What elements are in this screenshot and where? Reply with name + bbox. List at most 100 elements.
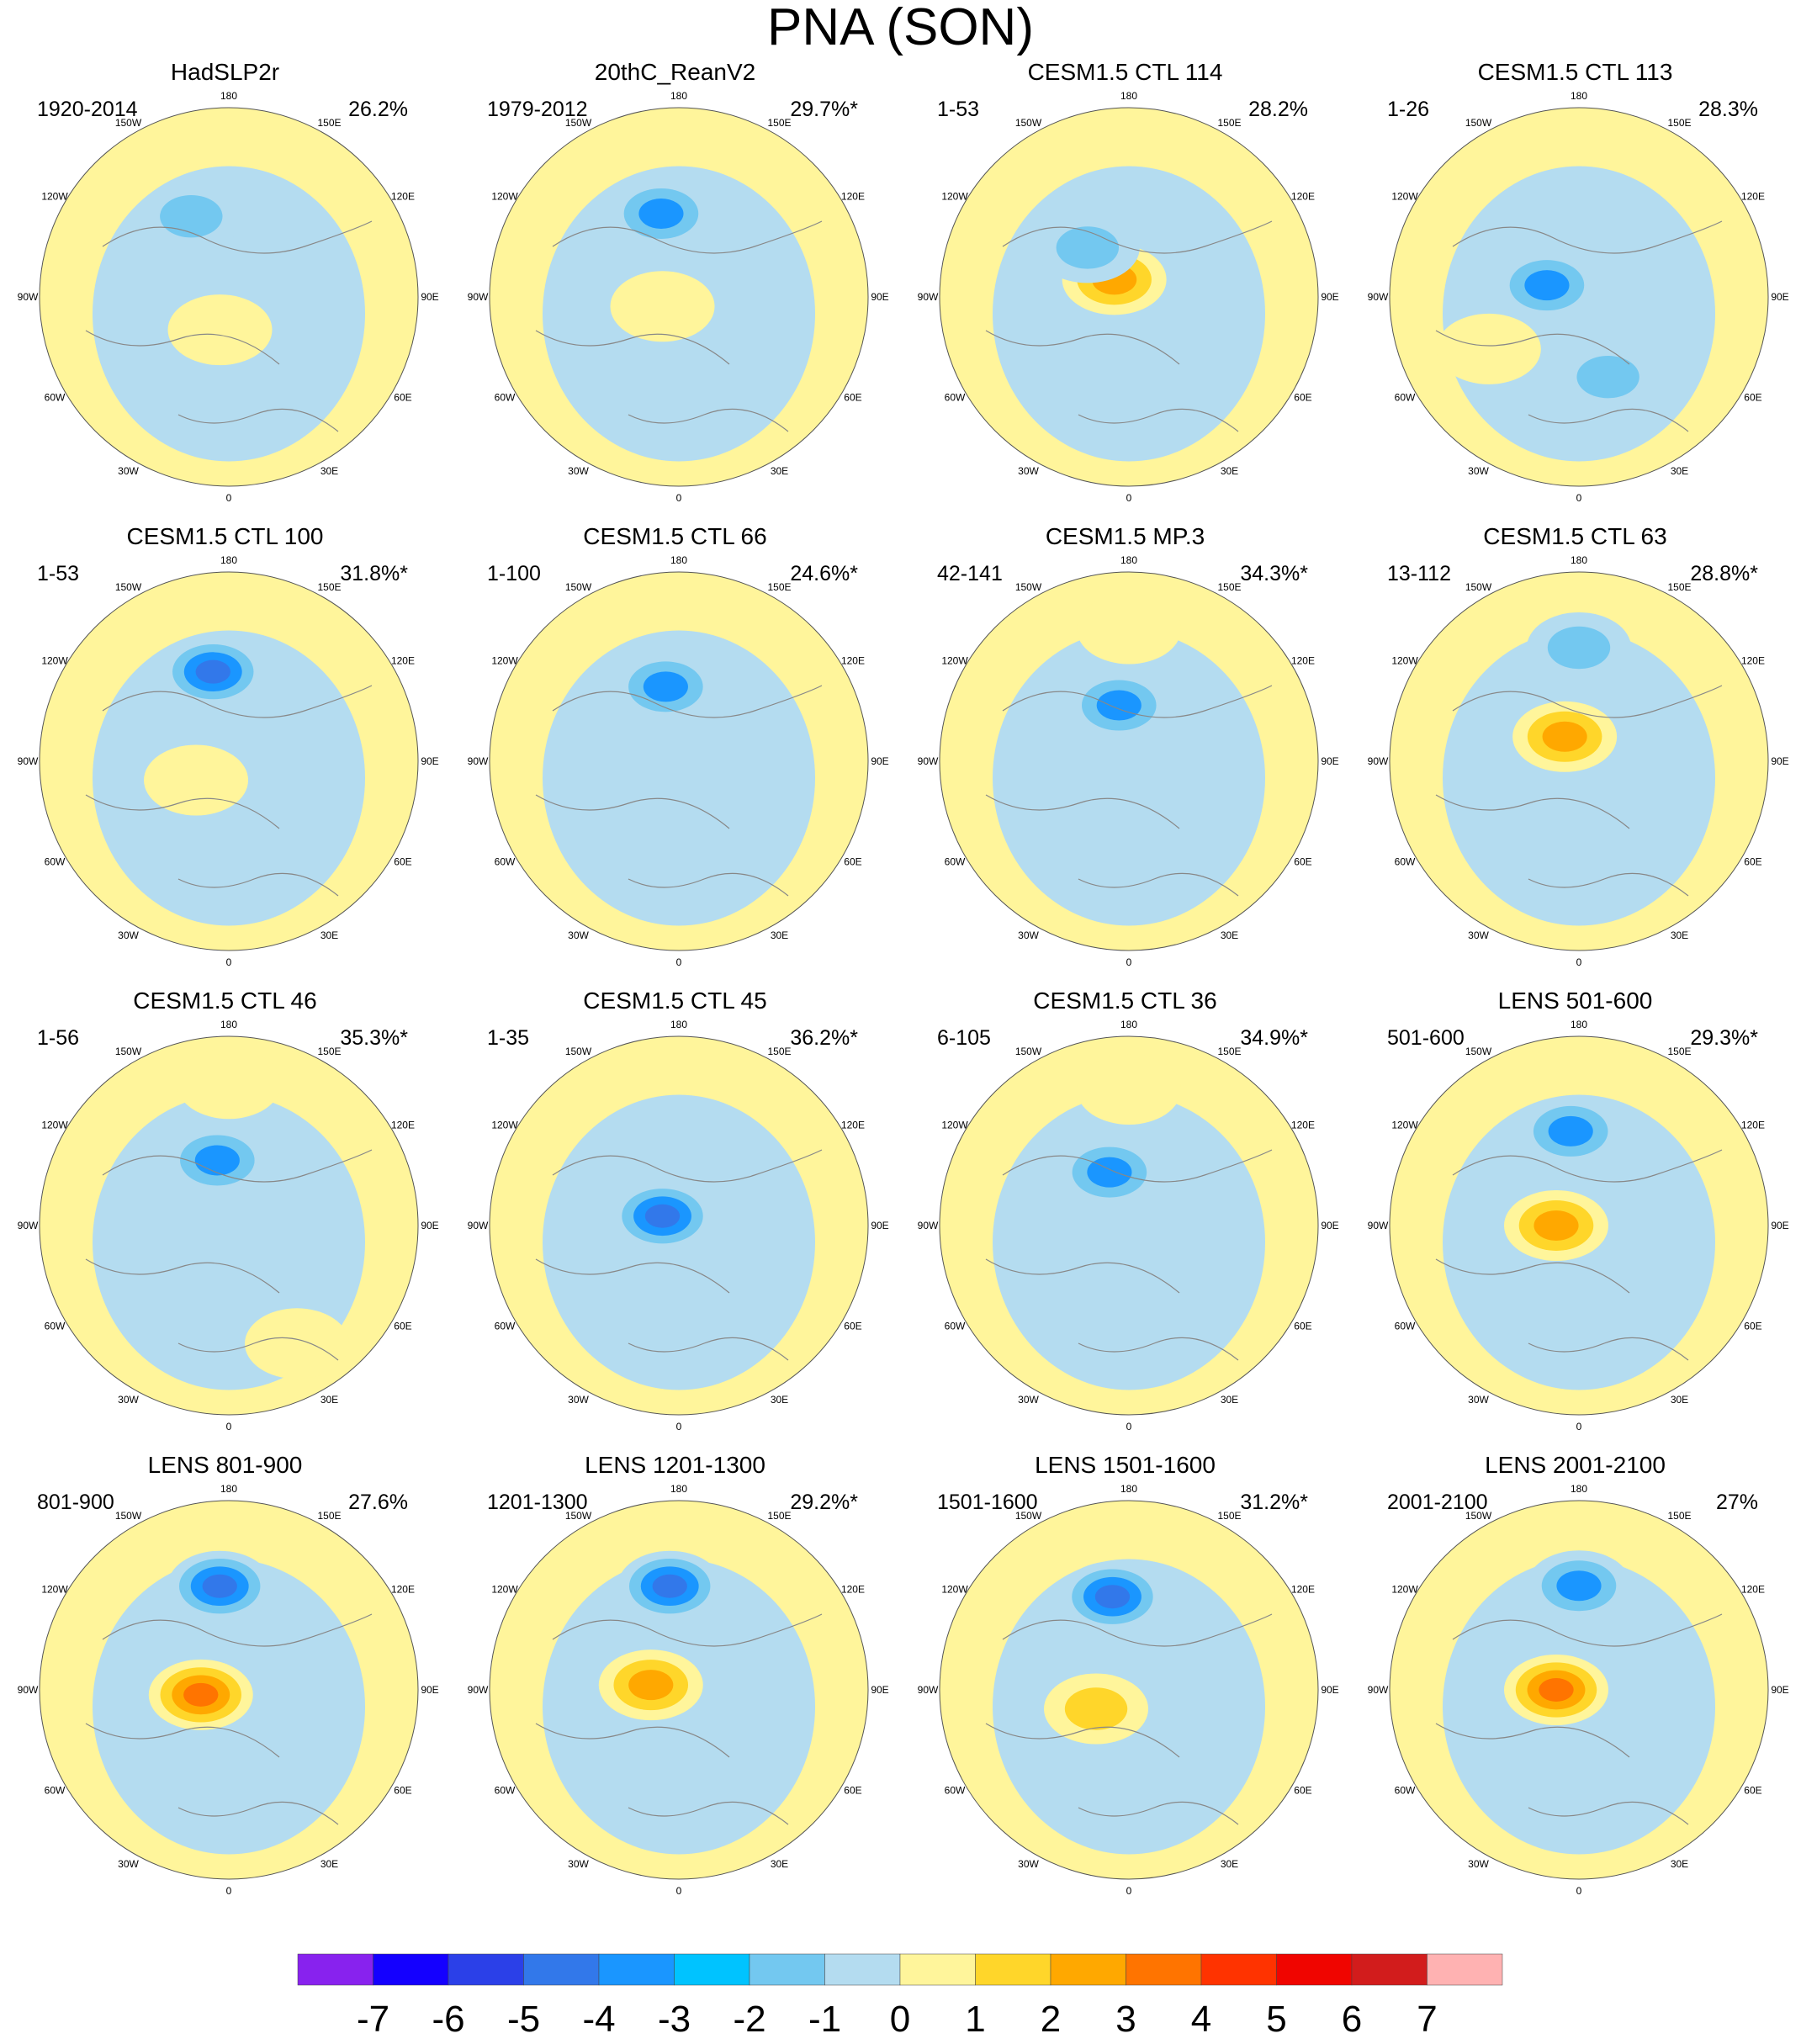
map-panel: CESM1.5 CTL 45 1-35 36.2%* 180 150E 120E 90E 60… [450,893,900,1432]
longitude-label: 150W [1465,1510,1492,1522]
longitude-label: 60W [45,1321,66,1332]
coastline [85,1149,373,1361]
longitude-label: 90E [871,291,888,303]
longitude-label: 180 [220,1483,237,1495]
longitude-label: 120W [41,191,68,203]
longitude-label: 0 [1126,492,1132,504]
colorbar-swatch [749,1953,825,1986]
coastline [1435,1613,1723,1825]
map-boundary [39,107,419,487]
panel-title: CESM1.5 CTL 113 [1477,59,1673,85]
panel-title: LENS 1201-1300 [585,1452,765,1478]
panel-explained-variance: 34.9%* [1240,1026,1308,1050]
map-boundary [489,107,869,487]
colorbar-swatch [523,1953,600,1986]
colorbar-swatch [1126,1953,1202,1986]
anomaly-contour [1542,721,1587,752]
panel-period: 2001-2100 [1387,1491,1488,1514]
polar-map: 180 150E 120E 90E 60E 30E 0 30W 60W 90W 120W 150W [18,1483,439,1897]
longitude-label: 120W [941,1120,968,1131]
map-boundary [39,571,419,951]
longitude-label: 60E [1294,856,1311,868]
longitude-label: 90W [1368,1684,1389,1696]
longitude-label: 90W [918,1220,939,1231]
longitude-label: 30W [568,1394,589,1406]
longitude-label: 150E [767,581,791,593]
main-title: PNA (SON) [767,0,1034,56]
longitude-label: 60W [945,1785,966,1797]
longitude-label: 90W [468,291,489,303]
map-boundary [939,1035,1319,1416]
longitude-label: 90W [18,1684,39,1696]
longitude-label: 120E [1291,655,1315,667]
longitude-label: 150E [1217,1510,1241,1522]
coastline [985,1149,1273,1361]
longitude-label: 0 [226,492,232,504]
colorbar-label: -4 [582,1999,615,2040]
longitude-label: 60E [1744,856,1761,868]
longitude-label: 150W [1015,581,1042,593]
colorbar-label: 7 [1417,1999,1437,2040]
coastline [535,1149,823,1361]
anomaly-contour [610,271,715,342]
longitude-label: 60W [495,392,516,404]
anomaly-contour [1436,313,1541,384]
longitude-label: 0 [676,492,682,504]
longitude-label: 30W [568,929,589,941]
anomaly-contour [1524,270,1570,301]
polar-map: 180 150E 120E 90E 60E 30E 0 30W 60W 90W 120W 150W [918,90,1339,504]
colorbar-swatch [1427,1953,1503,1986]
panel-title: CESM1.5 CTL 66 [583,523,767,549]
longitude-label: 60E [844,1785,861,1797]
polar-map: 180 150E 120E 90E 60E 30E 0 30W 60W 90W 120W 150W [1368,1483,1789,1897]
coastline [1435,685,1723,897]
panel-title: LENS 2001-2100 [1485,1452,1666,1478]
panel-explained-variance: 28.8%* [1690,562,1758,585]
panel-explained-variance: 24.6%* [790,562,858,585]
longitude-label: 120W [491,655,518,667]
polar-map: 180 150E 120E 90E 60E 30E 0 30W 60W 90W 120W 150W [18,554,439,968]
coastline [85,685,373,897]
longitude-label: 120W [1391,1584,1418,1596]
longitude-label: 60W [945,392,966,404]
longitude-label: 60W [945,1321,966,1332]
anomaly-contour [245,1308,349,1379]
longitude-label: 0 [1126,1885,1132,1897]
longitude-label: 120E [841,1120,865,1131]
longitude-label: 30W [1018,929,1039,941]
anomaly-field [993,630,1265,926]
longitude-label: 60W [1395,856,1416,868]
map-panel: LENS 1501-1600 1501-1600 31.2%* 180 150E 120E… [900,1358,1350,1897]
polar-map: 180 150E 120E 90E 60E 30E 0 30W 60W 90W 120W 150W [468,554,889,968]
longitude-label: 150E [767,117,791,129]
anomaly-contour [194,1145,240,1176]
map-panel: HadSLP2r 1920-2014 26.2% 180 150E 120E 90E 60E 3… [0,0,450,504]
longitude-label: 150W [115,1046,142,1057]
longitude-label: 60E [844,856,861,868]
longitude-label: 90W [1368,291,1389,303]
anomaly-contour [1056,226,1120,269]
polar-map: 180 150E 120E 90E 60E 30E 0 30W 60W 90W 120W 150W [918,1019,1339,1432]
longitude-label: 180 [670,554,687,566]
longitude-label: 150E [317,581,341,593]
longitude-label: 30W [1018,1858,1039,1870]
longitude-label: 120W [491,1120,518,1131]
longitude-label: 90E [421,755,438,767]
panel-title: LENS 1501-1600 [1035,1452,1216,1478]
longitude-label: 60W [45,1785,66,1797]
longitude-label: 120W [1391,655,1418,667]
longitude-label: 30W [118,465,139,477]
map-panel: CESM1.5 CTL 100 1-53 31.8%* 180 150E 120E 90E 6… [0,429,450,968]
panel-period: 1920-2014 [37,98,138,121]
coastline [535,1613,823,1825]
longitude-label: 120E [391,655,415,667]
longitude-label: 120W [491,191,518,203]
longitude-label: 60E [394,392,411,404]
anomaly-contour [1087,1157,1132,1188]
longitude-label: 90W [468,755,489,767]
longitude-label: 150W [1015,1046,1042,1057]
map-boundary [39,1500,419,1880]
longitude-label: 180 [1571,1019,1587,1030]
map-panel: CESM1.5 CTL 114 1-53 28.2% 180 150E 120E 90E 60… [900,0,1350,504]
panel-period: 1-26 [1387,98,1430,121]
